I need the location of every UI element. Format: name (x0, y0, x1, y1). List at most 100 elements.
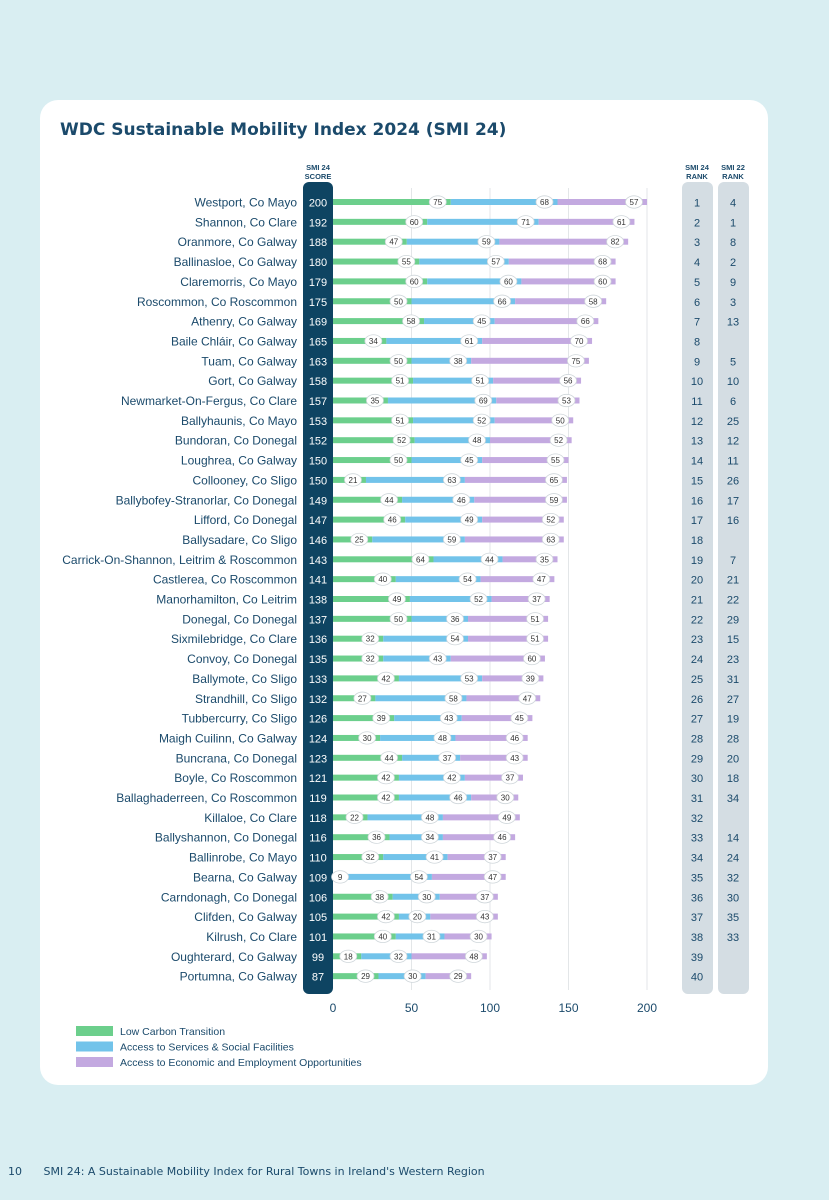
rank24-label: 2 (694, 217, 700, 229)
rank22-label: 19 (727, 714, 739, 726)
value-bubble-economic (549, 433, 568, 447)
rank22-label: 15 (727, 634, 739, 646)
value-label-services: 34 (425, 833, 434, 842)
legend-label: Access to Services & Social Facilities (120, 1042, 294, 1054)
rank24-label: 17 (691, 515, 703, 527)
value-bubble-low-carbon (392, 433, 411, 447)
bar-low-carbon (333, 854, 384, 861)
rank24-column (682, 182, 713, 994)
value-label-services: 43 (444, 714, 453, 723)
bar-economic (466, 695, 541, 702)
legend-swatch (76, 1057, 113, 1067)
rank22-label: 7 (730, 555, 736, 567)
value-bubble-low-carbon (373, 929, 392, 944)
value-label-economic: 37 (480, 893, 489, 902)
bar-services (383, 635, 469, 642)
value-label-services: 58 (449, 694, 458, 703)
rank24-label: 10 (691, 376, 703, 388)
bar-services (365, 476, 465, 483)
value-bubble-economic (527, 592, 546, 606)
value-bubble-services (438, 751, 457, 765)
value-label-low-carbon: 50 (394, 456, 403, 465)
bar-services (409, 596, 492, 602)
rank22-label: 20 (727, 753, 739, 765)
bar-services (398, 794, 472, 801)
score-label: 101 (309, 932, 327, 944)
rank24-label: 34 (691, 853, 703, 865)
score-label: 157 (309, 396, 327, 408)
value-label-low-carbon: 55 (402, 258, 411, 267)
value-bubble-low-carbon (397, 254, 416, 269)
rank22-label: 33 (727, 932, 739, 944)
rank24-label: 39 (691, 952, 703, 964)
score-label: 123 (309, 753, 327, 765)
rank24-label: 37 (691, 912, 703, 924)
bar-economic (464, 536, 564, 543)
value-label-services: 46 (454, 794, 463, 803)
value-label-low-carbon: 51 (396, 377, 405, 386)
rank24-label: 4 (694, 257, 700, 269)
value-bubble-low-carbon (411, 552, 430, 566)
score-label: 136 (309, 634, 327, 646)
value-label-low-carbon: 35 (370, 397, 379, 406)
bar-low-carbon (333, 556, 434, 563)
value-bubble-economic (496, 790, 515, 805)
value-label-services: 30 (408, 972, 417, 981)
rank22-label: 31 (727, 674, 739, 686)
score-label: 158 (309, 376, 327, 388)
bar-economic (482, 516, 564, 523)
town-label: Convoy, Co Donegal (187, 652, 297, 666)
value-bubble-low-carbon (353, 691, 372, 705)
bar-economic (444, 933, 492, 940)
rank24-label: 5 (694, 277, 700, 289)
value-bubble-economic (551, 413, 570, 427)
rank22-label: 22 (727, 595, 739, 607)
value-label-low-carbon: 47 (389, 238, 398, 247)
value-bubble-economic (612, 215, 631, 229)
score-label: 138 (309, 595, 327, 607)
bar-services (411, 357, 472, 364)
rank22-label: 26 (727, 475, 739, 487)
rank24-label: 1 (694, 198, 700, 210)
value-bubble-low-carbon (364, 334, 383, 348)
rank24-label: 33 (691, 833, 703, 845)
town-label: Castlerea, Co Roscommon (153, 573, 297, 587)
value-label-low-carbon: 42 (381, 913, 390, 922)
page-footer: 10 SMI 24: A Sustainable Mobility Index … (8, 1165, 485, 1178)
value-bubble-services (449, 790, 468, 805)
value-bubble-economic (505, 751, 524, 765)
value-bubble-low-carbon (402, 314, 420, 328)
value-label-economic: 30 (501, 794, 510, 803)
bar-services (419, 258, 509, 265)
town-label: Collooney, Co Sligo (192, 473, 297, 487)
value-bubble-economic (521, 671, 540, 686)
value-bubble-low-carbon (358, 731, 377, 745)
bar-economic (538, 218, 635, 225)
value-label-low-carbon: 60 (410, 277, 419, 286)
rank24-label: 20 (691, 575, 703, 587)
value-label-economic: 46 (498, 833, 507, 842)
value-bubble-economic (464, 949, 483, 963)
bar-low-carbon (333, 496, 403, 503)
chart-title: WDC Sustainable Mobility Index 2024 (SMI… (60, 120, 507, 140)
value-bubble-services (408, 909, 427, 924)
value-label-services: 41 (430, 853, 439, 862)
value-label-economic: 59 (549, 496, 558, 505)
town-label: Oranmore, Co Galway (178, 235, 297, 249)
value-label-economic: 57 (630, 198, 639, 207)
value-label-services: 57 (491, 258, 500, 267)
bar-services (411, 615, 469, 622)
value-label-economic: 43 (480, 913, 489, 922)
value-bubble-low-carbon (388, 592, 406, 606)
rank24-label: 3 (694, 237, 700, 249)
value-bubble-services (389, 949, 408, 963)
value-bubble-economic (584, 294, 603, 308)
rank24-label: 31 (691, 793, 703, 805)
value-bubble-services (446, 612, 464, 626)
bar-economic (515, 298, 607, 305)
rank24-label: 25 (691, 674, 703, 686)
score-label: 137 (309, 614, 327, 626)
bar-economic (464, 476, 567, 483)
score-column (303, 182, 333, 994)
value-bubble-services (468, 433, 486, 447)
